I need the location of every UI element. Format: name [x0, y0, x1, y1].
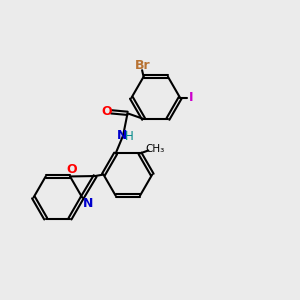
Text: H: H: [125, 130, 134, 143]
Text: CH₃: CH₃: [146, 144, 165, 154]
Text: O: O: [102, 105, 112, 118]
Text: N: N: [117, 129, 128, 142]
Text: I: I: [189, 92, 194, 104]
Text: O: O: [66, 164, 77, 176]
Text: N: N: [82, 197, 93, 210]
Text: Br: Br: [135, 59, 151, 72]
